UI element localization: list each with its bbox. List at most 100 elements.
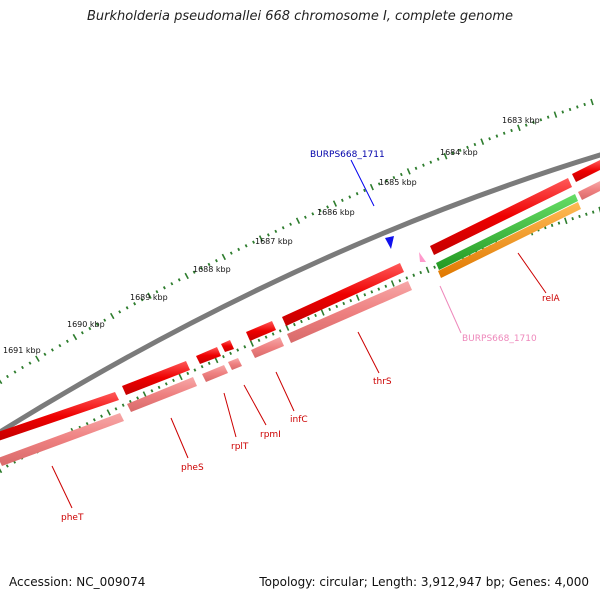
outer-tick-mark (133, 302, 137, 306)
outer-tick-mark (363, 188, 366, 193)
outer-tick-mark (568, 107, 572, 112)
outer-tick-mark (369, 183, 374, 191)
inner-tick-mark (550, 223, 554, 227)
inner-tick-mark (128, 399, 132, 404)
outer-tick-mark (311, 212, 315, 216)
inner-tick-mark (100, 414, 103, 418)
outer-tick-mark (258, 235, 264, 242)
label-rpmi[interactable]: rpmI (260, 430, 281, 440)
outer-tick-mark (392, 175, 396, 180)
rna-infc[interactable] (251, 337, 284, 358)
inner-tick-mark (419, 270, 423, 275)
outer-tick-mark (170, 282, 174, 286)
inner-tick-mark (271, 332, 275, 336)
cds-thrs[interactable] (282, 263, 404, 326)
inner-tick-mark (571, 217, 574, 221)
outer-tick-mark (429, 160, 433, 164)
label-thrs[interactable]: thrS (373, 377, 392, 387)
feature-pink[interactable] (419, 252, 426, 262)
outer-tick-mark (289, 222, 293, 226)
rna-right-edge[interactable] (578, 181, 600, 200)
cds-phet[interactable] (0, 392, 119, 441)
label-phet[interactable]: pheT (61, 513, 84, 523)
outer-tick-mark (318, 208, 322, 213)
outer-tick-mark (0, 379, 3, 385)
outer-tick-mark (495, 134, 499, 138)
outer-tick-mark (110, 312, 115, 320)
inner-tick-mark (370, 290, 374, 294)
inner-tick-mark (0, 468, 3, 474)
inner-tick-mark (178, 373, 183, 381)
inner-tick-mark (363, 293, 367, 297)
inner-tick-mark (591, 210, 595, 214)
inner-tick-mark (307, 316, 310, 321)
label-rplt[interactable]: rplT (231, 442, 249, 452)
outer-tick-mark (576, 105, 579, 109)
outer-tick-mark (237, 247, 241, 252)
feature-blue[interactable] (385, 236, 394, 249)
inner-tick-mark (121, 403, 125, 407)
tick-label-kbp: 1685 kbp (379, 178, 417, 187)
outer-tick-mark (488, 137, 491, 141)
rna-phes[interactable] (127, 377, 197, 412)
forward-cds-track (0, 160, 600, 441)
tick-label-kbp: 1691 kbp (3, 346, 41, 355)
cds-rela[interactable] (430, 178, 572, 255)
outer-tick-mark (80, 331, 84, 335)
inner-tick-mark (5, 464, 9, 468)
inner-tick-mark (320, 309, 325, 316)
inner-tick-mark (229, 351, 233, 355)
outer-tick-mark (436, 157, 440, 161)
tick-label-kbp: 1683 kbp (502, 116, 540, 125)
outer-tick-mark (13, 370, 17, 374)
reverse-cds-track (0, 181, 600, 466)
label-infc[interactable]: infC (290, 415, 308, 425)
tick-label-kbp: 1689 kbp (130, 293, 168, 302)
cds-rpmi[interactable] (221, 340, 234, 352)
inner-tick-mark (398, 279, 402, 283)
outer-tick-mark (244, 244, 248, 248)
cds-phes[interactable] (122, 361, 190, 395)
label-burps668-1711[interactable]: BURPS668_1711 (310, 150, 385, 160)
outer-tick-mark (295, 217, 301, 224)
outer-tick-mark (355, 192, 359, 196)
feature-orange[interactable] (438, 202, 581, 278)
label-phes[interactable]: pheS (181, 463, 204, 473)
outer-tick-mark (35, 355, 40, 362)
outer-tick-mark (140, 298, 144, 302)
outer-tick-mark (399, 172, 403, 177)
outer-tick-mark (553, 111, 558, 118)
cds-infc[interactable] (246, 321, 276, 341)
outer-tick-mark (229, 251, 233, 255)
label-burps668-1710[interactable]: BURPS668_1710 (462, 334, 537, 344)
inner-tick-mark (598, 206, 600, 213)
cds-rplt[interactable] (196, 347, 221, 364)
inner-tick-mark (222, 355, 225, 359)
inner-tick-mark (249, 340, 254, 347)
outer-tick-mark (480, 138, 485, 145)
inner-tick-mark (114, 407, 118, 411)
outer-tick-mark (590, 98, 594, 106)
rna-rplt[interactable] (202, 365, 228, 382)
label-rela[interactable]: relA (542, 294, 561, 304)
rna-thrs[interactable] (287, 281, 412, 343)
cds-right-edge[interactable] (572, 160, 600, 182)
outer-tick-mark (252, 240, 255, 244)
tick-label-kbp: 1684 kbp (440, 148, 478, 157)
outer-tick-mark (443, 152, 448, 160)
outer-tick-mark (546, 115, 550, 119)
outer-tick-mark (532, 120, 535, 125)
outer-tick-mark (340, 198, 344, 202)
outer-tick-mark (348, 195, 352, 199)
rna-phet[interactable] (0, 413, 124, 466)
outer-tick-mark (377, 182, 381, 186)
outer-tick-mark (502, 131, 506, 135)
inner-tick-mark (92, 418, 96, 422)
rna-rpmi[interactable] (228, 358, 242, 370)
inner-tick-mark (578, 214, 581, 219)
feature-green[interactable] (436, 194, 578, 270)
tick-label-kbp: 1688 kbp (193, 265, 231, 274)
tick-label-kbp: 1690 kbp (67, 320, 105, 329)
outer-tick-mark (539, 118, 543, 122)
